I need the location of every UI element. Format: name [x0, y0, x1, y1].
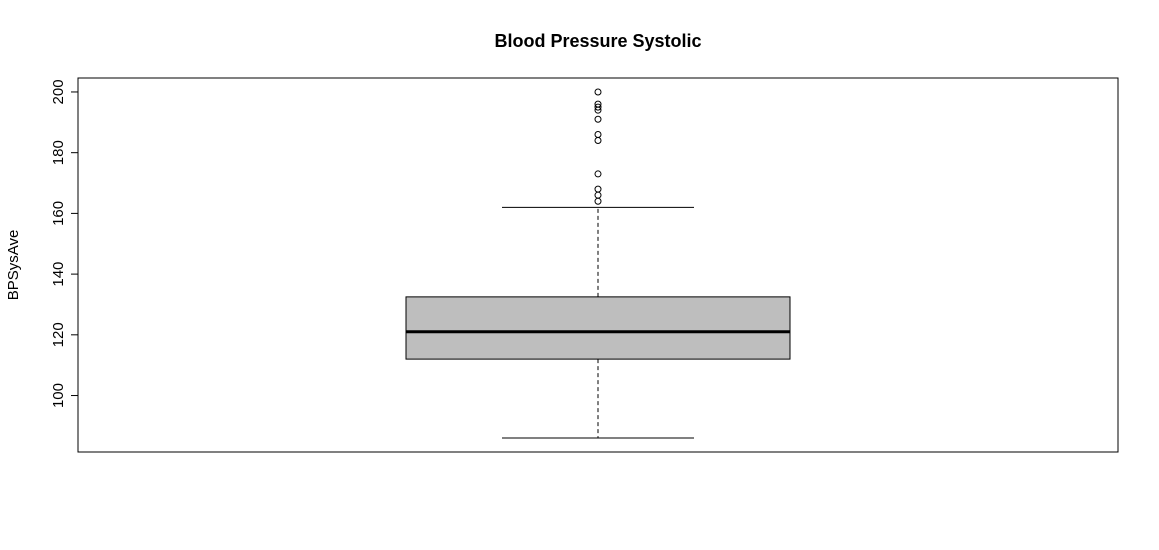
y-tick-label: 200 [50, 79, 67, 104]
outlier-point [594, 170, 602, 178]
y-tick-label: 120 [50, 322, 67, 347]
outlier-point [594, 130, 602, 138]
chart-title: Blood Pressure Systolic [494, 31, 701, 51]
outlier-point [594, 88, 602, 96]
y-axis: 100 120 140 160 180 200 [50, 79, 79, 408]
outlier-point [594, 185, 602, 193]
outlier-point [594, 115, 602, 123]
outlier-point [594, 137, 602, 145]
y-axis-label: BPSysAve [5, 230, 22, 301]
y-tick-label: 140 [50, 262, 67, 287]
outlier-point [594, 100, 602, 108]
iqr-box [405, 296, 791, 360]
outlier-point [594, 191, 602, 199]
y-tick-label: 180 [50, 140, 67, 165]
outlier-point [594, 103, 602, 111]
y-tick-label: 160 [50, 201, 67, 226]
y-tick-label: 100 [50, 383, 67, 408]
box-marks [405, 206, 791, 439]
outlier-point [594, 197, 602, 205]
outlier-points [594, 88, 602, 205]
